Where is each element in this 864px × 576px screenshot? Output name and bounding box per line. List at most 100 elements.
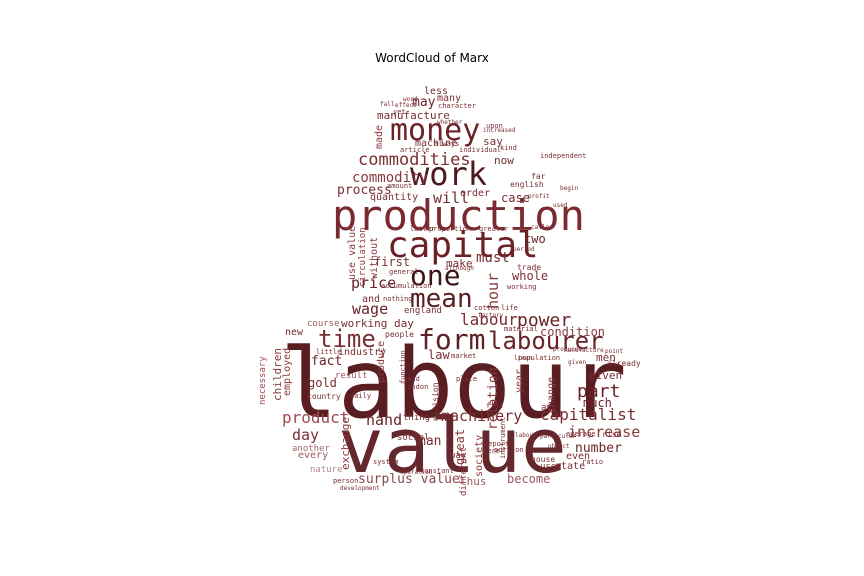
cloud-word: kind: [500, 144, 517, 152]
cloud-word: labourer: [488, 327, 604, 355]
chart-title: WordCloud of Marx: [375, 51, 489, 65]
cloud-word: report: [484, 440, 510, 448]
cloud-word: whether: [437, 119, 463, 126]
cloud-word: proportion: [429, 225, 472, 233]
cloud-word: little: [316, 348, 342, 356]
cloud-word: development: [340, 485, 380, 492]
cloud-word: money: [390, 113, 481, 148]
cloud-word: case: [501, 191, 530, 205]
cloud-word: men: [596, 351, 616, 364]
cloud-word: employed: [282, 347, 293, 396]
cloud-word: power: [517, 310, 572, 331]
cloud-word: commodities: [358, 150, 471, 170]
cloud-word: fall: [380, 101, 395, 108]
cloud-word: population: [518, 354, 561, 362]
cloud-word: many: [437, 93, 462, 104]
cloud-word: part: [577, 381, 621, 402]
cloud-word: working: [507, 283, 537, 291]
cloud-word: man: [418, 434, 442, 449]
cloud-word: labour: [280, 328, 627, 440]
cloud-word: character: [438, 102, 476, 110]
cloud-word: condition: [540, 325, 606, 339]
cloud-word: year: [514, 368, 525, 393]
cloud-word: upon: [486, 122, 503, 130]
cloud-word: form: [418, 323, 486, 356]
cloud-word: object: [548, 443, 570, 450]
cloud-word: without: [369, 237, 380, 280]
cloud-word: new: [285, 327, 304, 338]
cloud-word: begin: [560, 185, 579, 192]
cloud-word: wage: [352, 300, 389, 318]
cloud-word: capital: [387, 225, 539, 266]
cloud-word: cotton: [474, 304, 500, 312]
cloud-word: must: [476, 250, 510, 266]
cloud-word: time: [318, 325, 376, 353]
cloud-word: life: [501, 304, 518, 312]
cloud-word: number: [575, 441, 622, 456]
cloud-word: machinery: [441, 407, 523, 425]
cloud-word: accumulation: [381, 282, 432, 290]
cloud-word: become: [507, 472, 551, 486]
cloud-word: first: [374, 255, 411, 269]
cloud-word: greater: [479, 225, 509, 233]
cloud-word: value: [338, 401, 567, 490]
cloud-word: made: [374, 124, 385, 149]
cloud-word: mean: [410, 284, 473, 314]
cloud-word: order: [460, 188, 491, 199]
cloud-word: latter: [410, 225, 436, 233]
cloud-word: place: [456, 375, 478, 383]
cloud-word: manufacture: [564, 347, 604, 354]
cloud-word: called: [531, 224, 553, 231]
cloud-word: trade: [517, 263, 542, 272]
cloud-word: whole: [512, 269, 549, 283]
cloud-word: person: [333, 477, 359, 485]
cloud-word: system: [373, 458, 399, 466]
cloud-word: produce: [376, 341, 387, 384]
cloud-word: independent: [540, 152, 587, 160]
cloud-word: produced: [553, 346, 582, 353]
cloud-word: individual: [459, 146, 502, 154]
cloud-word: people: [385, 330, 414, 339]
cloud-word: surplus value: [358, 472, 460, 487]
cloud-word: another: [292, 444, 330, 454]
cloud-word: quantity: [370, 192, 419, 203]
cloud-word: constant: [420, 467, 454, 475]
cloud-word: house: [531, 455, 556, 464]
cloud-word: law: [428, 348, 450, 362]
cloud-word: machine: [415, 138, 458, 149]
cloud-word: london: [403, 383, 429, 391]
cloud-word: english: [510, 180, 544, 189]
cloud-word: ratio: [582, 458, 604, 466]
cloud-word: every: [298, 450, 329, 461]
cloud-word: given: [568, 359, 587, 366]
cloud-word: article: [400, 146, 430, 154]
cloud-word: work: [410, 155, 488, 193]
cloud-word: state: [555, 461, 586, 472]
cloud-word: country: [307, 392, 341, 401]
cloud-word: gold: [308, 376, 337, 390]
cloud-word: and: [362, 294, 381, 305]
cloud-word: portion: [494, 446, 524, 454]
cloud-word: linen: [514, 355, 533, 362]
cloud-word: circulation: [358, 227, 368, 288]
cloud-word: function: [399, 350, 407, 384]
cloud-word: general: [389, 268, 419, 276]
cloud-word: operation: [400, 469, 433, 476]
cloud-word: profit: [528, 193, 550, 200]
cloud-word: necessary: [258, 356, 268, 406]
cloud-word: far: [531, 172, 546, 181]
cloud-word: although: [445, 265, 474, 272]
cloud-word: given: [589, 369, 623, 382]
cloud-word: division: [431, 382, 440, 421]
cloud-word: one: [410, 259, 461, 292]
cloud-word: particular: [540, 433, 577, 440]
cloud-word: way: [450, 451, 467, 461]
cloud-word: nature: [310, 465, 343, 475]
cloud-word: act: [541, 403, 558, 413]
cloud-word: factory: [478, 312, 504, 319]
cloud-word: mere: [483, 447, 500, 455]
cloud-word: commodity: [352, 170, 428, 186]
cloud-word: change: [546, 377, 557, 414]
cloud-word: labour: [515, 432, 537, 439]
